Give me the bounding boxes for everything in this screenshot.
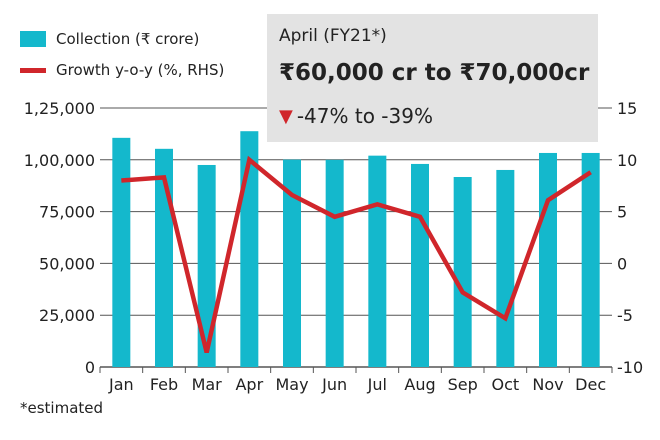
bar-dec (581, 152, 600, 367)
left-tick-label: 25,000 (39, 306, 95, 325)
x-tick-label: Feb (150, 375, 178, 394)
legend-collection-label: Collection (₹ crore) (56, 30, 200, 48)
right-tick-label: -10 (617, 358, 643, 377)
bar-oct (496, 169, 515, 367)
x-tick-label: Mar (192, 375, 223, 394)
x-tick-label: Dec (575, 375, 606, 394)
x-tick-label: Sep (448, 375, 478, 394)
x-tick-label: Jan (108, 375, 134, 394)
bar-jan (112, 137, 131, 367)
left-tick-label: 75,000 (39, 203, 95, 222)
x-tick-label: Apr (235, 375, 263, 394)
left-tick-label: 1,00,000 (24, 151, 95, 170)
x-tick-label: Jul (367, 375, 387, 394)
x-tick-label: Aug (404, 375, 435, 394)
down-triangle-icon: ▼ (279, 105, 293, 127)
left-tick-label: 1,25,000 (24, 99, 95, 118)
growth-line (121, 155, 592, 354)
legend-growth-label: Growth y-o-y (%, RHS) (56, 61, 225, 79)
right-tick-label: 10 (617, 151, 637, 170)
bar-mar (197, 164, 216, 367)
x-tick-label: Oct (491, 375, 519, 394)
right-tick-label: 5 (617, 203, 627, 222)
x-tick-label: May (275, 375, 308, 394)
x-tick-label: Nov (532, 375, 563, 394)
bar-may (283, 159, 301, 367)
info-growth-value: -47% to -39% (296, 104, 433, 128)
right-tick-label: -5 (617, 306, 633, 325)
footnote: *estimated (20, 399, 104, 417)
bar-jun (325, 159, 344, 367)
legend-growth: Growth y-o-y (%, RHS) (20, 61, 224, 79)
legend-line-swatch (20, 67, 46, 73)
bar-sep (453, 176, 472, 367)
right-tick-label: 0 (617, 254, 627, 273)
right-tick-label: 15 (617, 99, 637, 118)
info-title: April (FY21*) (279, 26, 387, 46)
info-box: April (FY21*) ₹60,000 cr to ₹70,000cr ▼ … (267, 14, 598, 142)
legend-bar-swatch (20, 31, 46, 47)
bar-jul (368, 155, 387, 367)
left-tick-label: 0 (85, 358, 95, 377)
info-growth: ▼ -47% to -39% (279, 104, 433, 128)
bar-aug (411, 163, 429, 367)
x-tick-label: Jun (321, 375, 347, 394)
legend-collection: Collection (₹ crore) (20, 30, 199, 48)
info-range: ₹60,000 cr to ₹70,000cr (279, 60, 590, 86)
left-tick-label: 50,000 (39, 254, 95, 273)
bar-nov (539, 152, 557, 367)
